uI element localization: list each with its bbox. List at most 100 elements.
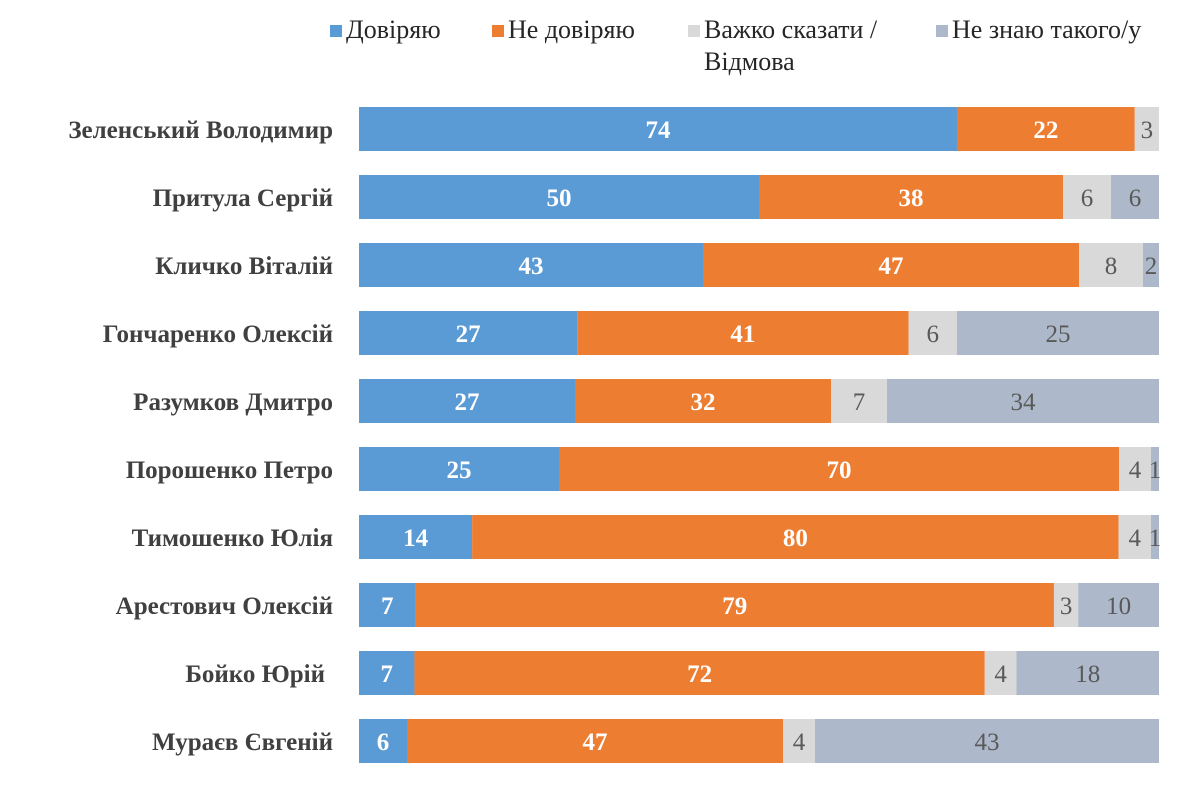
bar-segment-trust <box>359 175 759 219</box>
data-label: 34 <box>1011 389 1037 416</box>
bar-segment-distrust <box>407 719 783 763</box>
legend-swatch-dont-know <box>936 25 948 37</box>
data-label: 3 <box>1060 593 1073 620</box>
data-label: 43 <box>975 729 1000 756</box>
data-label: 6 <box>1081 185 1094 212</box>
bar-segment-hard-to-say <box>783 719 815 763</box>
category-label: Арестович Олексій <box>116 593 333 620</box>
data-label: 6 <box>1129 185 1142 212</box>
data-label: 38 <box>899 185 924 212</box>
data-label: 6 <box>926 321 939 348</box>
data-label: 25 <box>447 457 472 484</box>
bar-segment-hard-to-say <box>1053 583 1079 627</box>
bar-segment-hard-to-say <box>1119 447 1151 491</box>
bar-segment-hard-to-say <box>1063 175 1111 219</box>
bar-segment-trust <box>359 719 407 763</box>
bar-segment-distrust <box>415 583 1054 627</box>
data-label: 7 <box>381 593 394 620</box>
data-label: 70 <box>827 457 852 484</box>
bar-segment-dont-know <box>1151 447 1159 491</box>
bar-segment-dont-know <box>1150 515 1159 559</box>
data-label: 43 <box>519 253 544 280</box>
data-label: 27 <box>456 321 481 348</box>
legend-item-trust: Довіряю <box>330 14 441 46</box>
bar-segment-distrust <box>559 447 1119 491</box>
bar-segment-trust <box>359 447 559 491</box>
legend-swatch-distrust <box>492 25 504 37</box>
data-label: 79 <box>722 593 747 620</box>
data-label: 80 <box>783 525 808 552</box>
data-label: 41 <box>730 321 755 348</box>
bar-segment-trust <box>359 583 416 627</box>
data-label: 14 <box>403 525 429 552</box>
legend-swatch-trust <box>330 25 342 37</box>
data-label: 2 <box>1145 253 1158 280</box>
bar-segment-dont-know <box>815 719 1159 763</box>
bar-segment-hard-to-say <box>1134 107 1159 151</box>
category-label: Мураєв Євгеній <box>152 729 333 756</box>
bar-segment-dont-know <box>887 379 1159 423</box>
category-label: Порошенко Петро <box>126 457 333 484</box>
data-label: 1 <box>1149 457 1162 484</box>
data-label: 8 <box>1105 253 1118 280</box>
bar-segment-hard-to-say <box>908 311 957 355</box>
bar-segment-dont-know <box>1143 243 1159 287</box>
legend-label-distrust: Не довіряю <box>508 15 635 44</box>
data-label: 27 <box>455 389 480 416</box>
bar-segment-trust <box>359 515 473 559</box>
legend-label-hard-to-say: Важко сказати / Відмова <box>704 15 878 76</box>
legend-label-trust: Довіряю <box>346 15 441 44</box>
category-label: Разумков Дмитро <box>133 389 333 416</box>
data-label: 18 <box>1075 661 1100 688</box>
bar-segment-distrust <box>759 175 1063 219</box>
bar-segment-distrust <box>956 107 1135 151</box>
bar-segment-hard-to-say <box>984 651 1017 695</box>
data-label: 4 <box>1129 457 1142 484</box>
category-label: Бойко Юрій <box>185 661 325 688</box>
data-label: 7 <box>853 389 866 416</box>
bar-segment-distrust <box>703 243 1079 287</box>
bar-segment-distrust <box>472 515 1119 559</box>
data-label: 47 <box>583 729 608 756</box>
category-label: Тимошенко Юлія <box>132 525 333 552</box>
legend-item-distrust: Не довіряю <box>492 14 635 46</box>
data-label: 72 <box>687 661 712 688</box>
category-label: Притула Сергій <box>153 185 333 212</box>
bar-segment-dont-know <box>1016 651 1159 695</box>
bar-segment-trust <box>359 311 578 355</box>
legend-item-hard-to-say: Важко сказати / Відмова <box>688 14 877 78</box>
bar-segment-distrust <box>414 651 985 695</box>
bar-segment-distrust <box>577 311 909 355</box>
data-label: 47 <box>879 253 904 280</box>
data-label: 22 <box>1033 117 1058 144</box>
data-label: 74 <box>645 117 671 144</box>
data-label: 32 <box>691 389 716 416</box>
data-label: 6 <box>377 729 390 756</box>
legend-swatch-hard-to-say <box>688 25 700 37</box>
bar-segment-trust <box>359 651 415 695</box>
bar-segment-dont-know <box>1078 583 1159 627</box>
data-label: 10 <box>1106 593 1131 620</box>
bar-segment-hard-to-say <box>831 379 887 423</box>
category-label: Зеленський Володимир <box>68 117 333 144</box>
data-label: 4 <box>793 729 806 756</box>
legend-item-dont-know: Не знаю такого/у <box>936 14 1141 46</box>
data-label: 50 <box>547 185 572 212</box>
bar-segment-trust <box>359 243 703 287</box>
bar-segment-dont-know <box>1111 175 1159 219</box>
data-label: 4 <box>994 661 1007 688</box>
bar-segment-hard-to-say <box>1118 515 1151 559</box>
bar-segment-trust <box>359 379 575 423</box>
bar-segment-trust <box>359 107 957 151</box>
category-label: Гончаренко Олексій <box>103 321 333 348</box>
legend-label-dont-know: Не знаю такого/у <box>952 15 1142 44</box>
bar-segment-hard-to-say <box>1079 243 1143 287</box>
bar-segment-dont-know <box>956 311 1159 355</box>
data-label: 7 <box>380 661 393 688</box>
category-label: Кличко Віталій <box>155 253 333 280</box>
chart-legend: Довіряю Не довіряю Важко сказати / Відмо… <box>330 14 1182 84</box>
data-label: 25 <box>1045 321 1070 348</box>
bar-segment-distrust <box>575 379 831 423</box>
data-label: 3 <box>1141 117 1154 144</box>
